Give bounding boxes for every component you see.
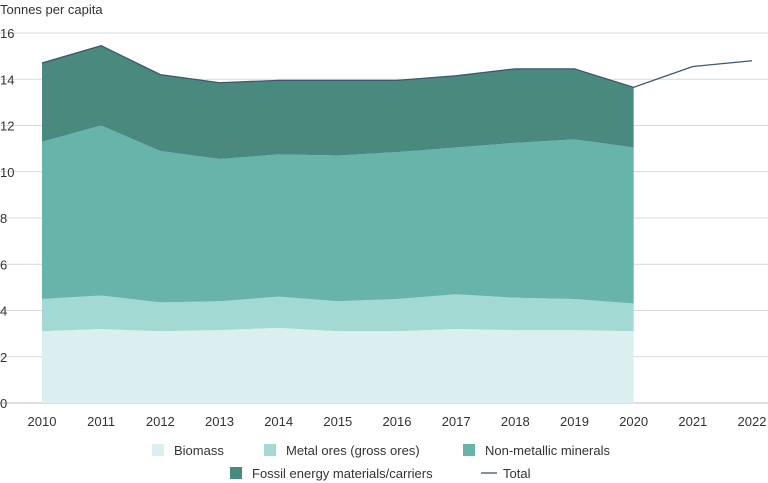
y-tick-label: 14 (0, 72, 14, 87)
biomass-area (42, 327, 634, 403)
legend-label-metal-ores: Metal ores (gross ores) (286, 443, 420, 458)
x-tick-label: 2015 (323, 414, 352, 429)
legend-label-total: Total (503, 466, 531, 481)
y-tick-label: 4 (0, 304, 7, 319)
x-tick-label: 2012 (146, 414, 175, 429)
x-tick-label: 2010 (28, 414, 57, 429)
line-series (41, 45, 753, 89)
y-tick-label: 12 (0, 119, 14, 134)
non-metallic-minerals-area (42, 125, 634, 304)
x-tick-label: 2019 (560, 414, 589, 429)
total-line (41, 45, 753, 89)
y-tick-label: 0 (0, 396, 7, 411)
y-tick-label: 8 (0, 211, 7, 226)
x-tick-label: 2016 (383, 414, 412, 429)
y-tick-label: 16 (0, 26, 14, 41)
x-tick-label: 2011 (87, 414, 115, 429)
legend-swatch-biomass (152, 444, 164, 456)
legend: Biomass Metal ores (gross ores) Non-metall… (152, 443, 610, 481)
y-tick-label: 2 (0, 350, 7, 365)
x-tick-label: 2013 (205, 414, 234, 429)
legend-swatch-metal-ores (264, 444, 276, 456)
y-axis-ticks: 0 2 4 6 8 10 12 14 16 (0, 26, 14, 411)
legend-swatch-non-metallic-minerals (463, 444, 475, 456)
y-tick-label: 10 (0, 165, 14, 180)
x-tick-label: 2017 (442, 414, 471, 429)
x-tick-label: 2018 (501, 414, 530, 429)
x-axis-ticks: 2010 2011 2012 2013 2014 2015 2016 2017 2018 2019… (28, 414, 767, 429)
legend-label-non-metallic-minerals: Non-metallic minerals (485, 443, 610, 458)
y-axis-title: Tonnes per capita (0, 2, 103, 17)
x-tick-label: 2021 (678, 414, 707, 429)
legend-swatch-fossil-energy (230, 467, 242, 479)
x-tick-label: 2022 (738, 414, 767, 429)
legend-label-biomass: Biomass (174, 443, 224, 458)
area-series (42, 45, 634, 403)
metal-ores-area (42, 294, 634, 332)
x-tick-label: 2020 (619, 414, 648, 429)
x-tick-label: 2014 (264, 414, 293, 429)
fossil-energy-area (42, 45, 634, 160)
legend-label-fossil-energy: Fossil energy materials/carriers (252, 466, 433, 481)
y-tick-label: 6 (0, 257, 7, 272)
